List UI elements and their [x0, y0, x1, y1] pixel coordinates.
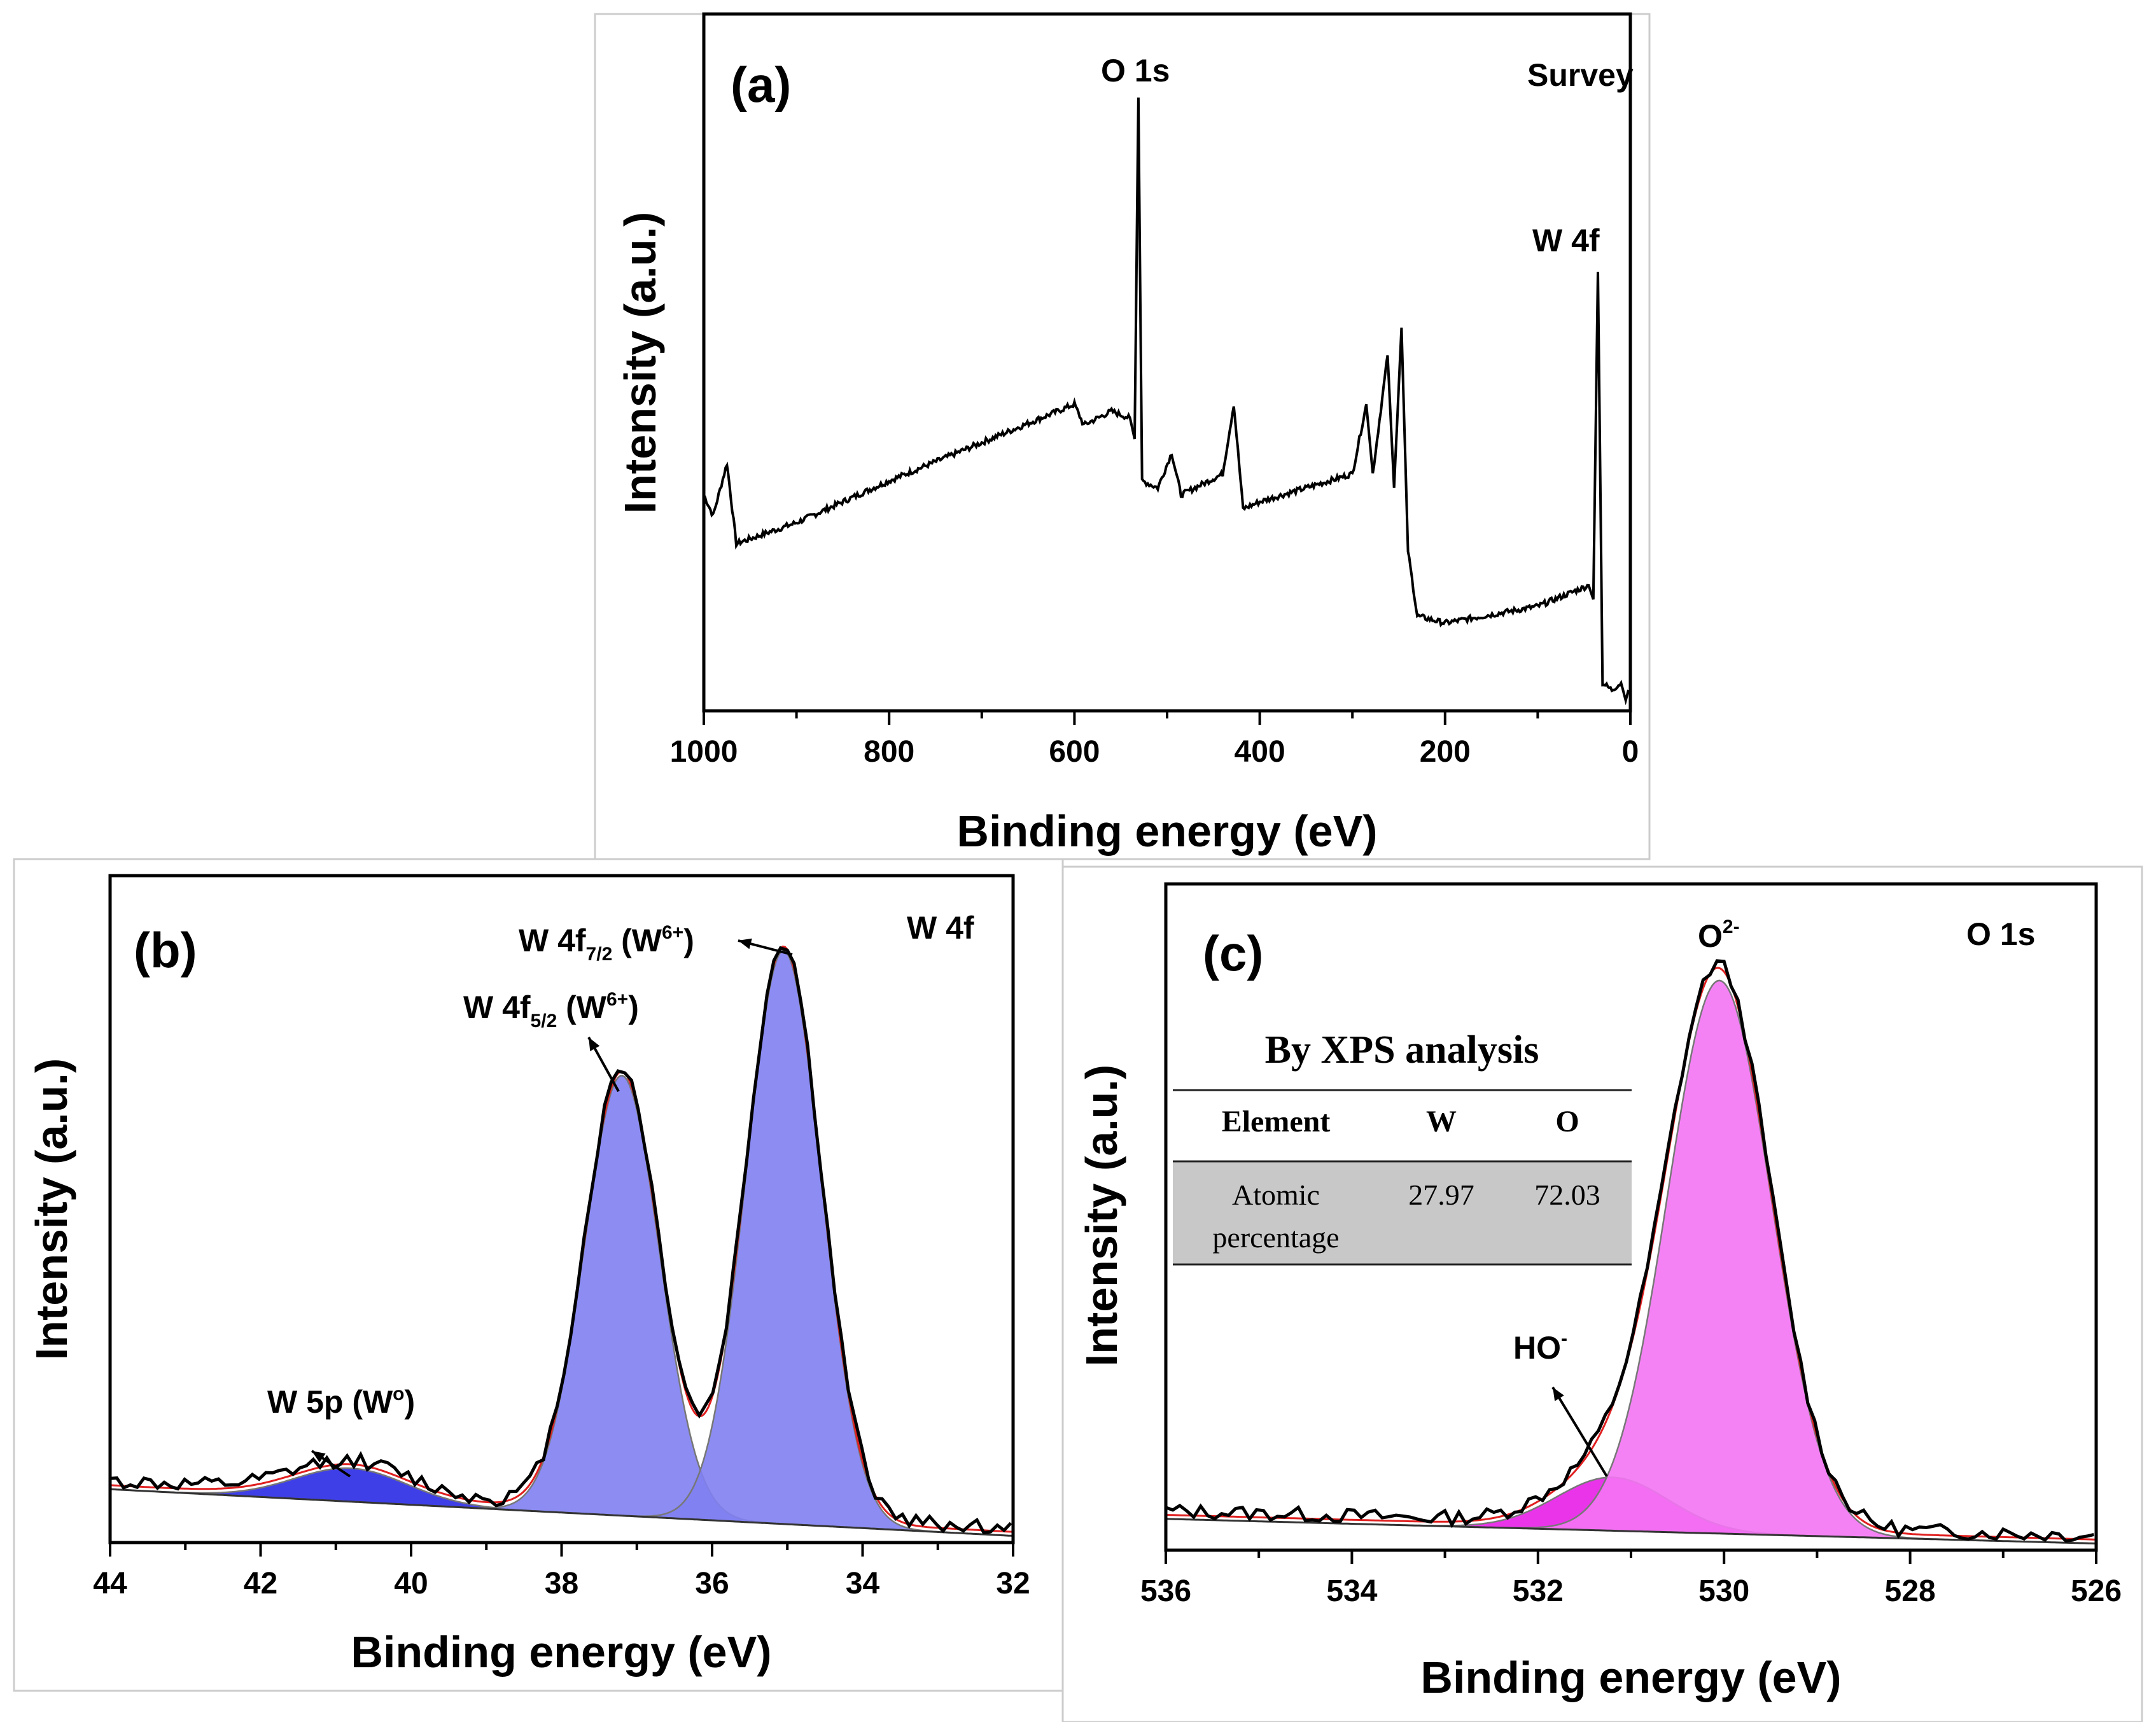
background-line-b: [109, 1488, 1014, 1537]
x-tick-label-b: 32: [996, 1567, 1030, 1600]
x-tick-label-a: 800: [864, 735, 914, 769]
table-row-label-2: percentage: [1212, 1221, 1339, 1254]
x-tick-label-a: 400: [1235, 735, 1285, 769]
panel-a-frame: [594, 13, 1651, 860]
x-tick-label-a: 200: [1420, 735, 1471, 769]
annotation-w4f: W 4f: [1532, 223, 1600, 258]
x-tick-label-c: 534: [1326, 1574, 1377, 1608]
panel-c-xlabel: Binding energy (eV): [1420, 1653, 1841, 1702]
arrow-w4f72-head: [738, 938, 752, 949]
panel-b-label: (b): [134, 922, 197, 978]
arrow-w5p-head: [312, 1451, 326, 1463]
panel-b-ylabel: Intensity (a.u.): [27, 1058, 76, 1360]
panel-a-ylabel: Intensity (a.u.): [615, 212, 665, 514]
x-tick-label-b: 40: [394, 1567, 428, 1600]
panel-a-label: (a): [731, 57, 791, 113]
panel-c-title: O 1s: [1966, 916, 2035, 952]
label-o2: O2-: [1698, 916, 1740, 954]
panel-b-xlabel: Binding energy (eV): [351, 1627, 771, 1677]
raw-data-line-b: [109, 946, 1012, 1534]
table-header-w: W: [1426, 1105, 1457, 1138]
raw-data-line-c: [1165, 959, 2094, 1543]
x-tick-label-c: 532: [1513, 1574, 1564, 1608]
x-tick-label-a: 600: [1049, 735, 1100, 769]
panel-c-ylabel: Intensity (a.u.): [1077, 1065, 1126, 1366]
annotation-o1s: O 1s: [1101, 53, 1170, 88]
x-tick-label-c: 530: [1698, 1574, 1749, 1608]
x-tick-label-c: 526: [2071, 1574, 2122, 1608]
survey-spectrum-line: [703, 97, 1630, 706]
table-value-o: 72.03: [1534, 1179, 1600, 1211]
label-w4f52: W 4f5/2 (W6+): [463, 989, 639, 1032]
x-tick-label-a: 1000: [670, 735, 738, 769]
table-row-shade: [1173, 1161, 1632, 1264]
arrow-w4f52-head: [589, 1037, 600, 1051]
label-w5p: W 5p (Wo): [267, 1383, 415, 1420]
table-value-w: 27.97: [1408, 1179, 1474, 1211]
x-tick-label-b: 34: [846, 1567, 880, 1600]
panel-c-label: (c): [1203, 925, 1263, 981]
label-ho: HO-: [1513, 1328, 1567, 1366]
x-tick-label-b: 36: [695, 1567, 729, 1600]
x-tick-label-b: 42: [244, 1567, 277, 1600]
panel-b-title: W 4f: [907, 910, 974, 946]
table-header-o: O: [1555, 1105, 1579, 1138]
panel-a-title: Survey: [1527, 57, 1634, 93]
background-line-c: [1165, 1518, 2097, 1544]
panel-c-frame: [1061, 865, 2143, 1722]
table-header-element: Element: [1222, 1105, 1331, 1138]
component-peak-b-1: [109, 1075, 1014, 1537]
xps-table: By XPS analysis Element W O Atomic perce…: [1173, 1028, 1632, 1266]
arrow-ho: [1551, 1386, 1608, 1478]
x-tick-label-b: 44: [93, 1567, 127, 1600]
table-row-label-1: Atomic: [1232, 1179, 1320, 1211]
label-w4f72: W 4f7/2 (W6+): [519, 922, 694, 965]
x-tick-label-b: 38: [545, 1567, 578, 1600]
plot-frame-a: [702, 12, 1632, 713]
x-tick-label-c: 528: [1885, 1574, 1936, 1608]
x-tick-label-c: 536: [1140, 1574, 1191, 1608]
x-tick-label-a: 0: [1622, 735, 1639, 769]
table-title: By XPS analysis: [1265, 1028, 1539, 1072]
arrow-ho-head: [1553, 1387, 1564, 1401]
panel-a-xlabel: Binding energy (eV): [956, 806, 1377, 856]
panel-b-frame: [13, 858, 1064, 1692]
